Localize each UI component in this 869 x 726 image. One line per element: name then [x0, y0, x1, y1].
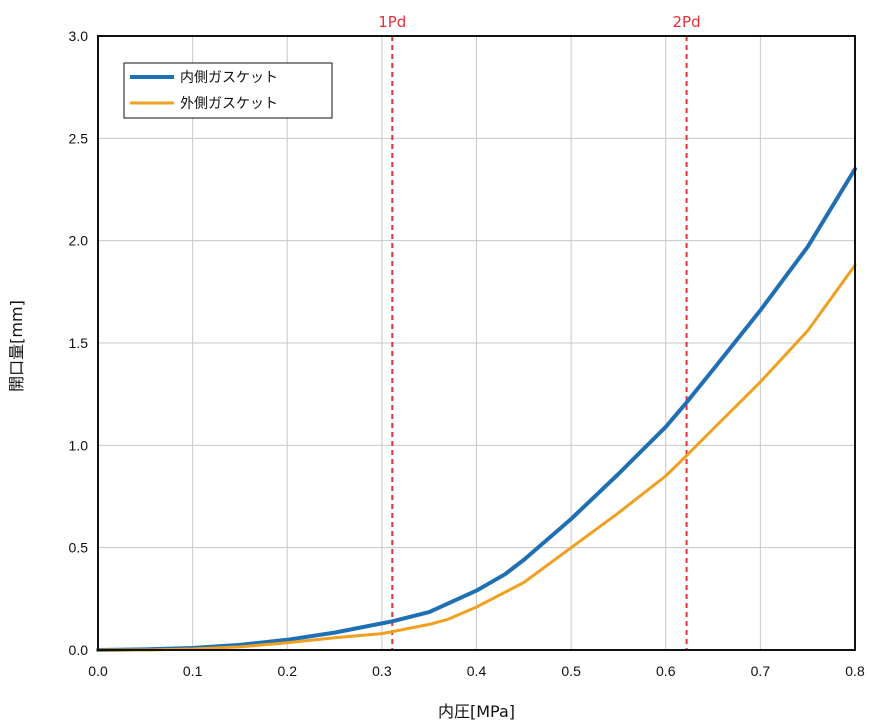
y-tick-label: 0.5	[69, 540, 89, 556]
x-tick-label: 0.2	[278, 663, 298, 679]
x-tick-label: 0.5	[561, 663, 581, 679]
y-tick-label: 0.0	[69, 642, 89, 658]
x-tick-labels: 0.0 0.1 0.2 0.3 0.4 0.5 0.6 0.7 0.8	[88, 663, 865, 679]
x-tick-label: 0.7	[751, 663, 771, 679]
series-line-inner-gasket	[96, 167, 857, 652]
reference-label-1pd: 1Pd	[378, 13, 406, 31]
plot-frame	[97, 35, 856, 651]
x-axis-title: 内圧[MPa]	[438, 702, 515, 721]
y-tick-label: 3.0	[69, 28, 89, 44]
y-tick-label: 2.0	[69, 233, 89, 249]
y-tick-labels: 0.0 0.5 1.0 1.5 2.0 2.5 3.0	[69, 28, 89, 658]
x-tick-label: 0.4	[467, 663, 487, 679]
legend-box	[123, 62, 333, 119]
x-tick-label: 0.6	[656, 663, 676, 679]
reference-label-2pd: 2Pd	[673, 13, 701, 31]
series-lines	[96, 167, 857, 652]
y-axis-title: 開口量[mm]	[7, 300, 26, 392]
y-tick-label: 1.0	[69, 437, 89, 453]
x-tick-label: 0.1	[183, 663, 203, 679]
legend-label: 外側ガスケット	[180, 96, 278, 112]
x-tick-label: 0.3	[372, 663, 392, 679]
legend-label: 内側ガスケット	[180, 70, 278, 86]
grid	[97, 35, 856, 651]
series-line-outer-gasket	[96, 263, 857, 652]
reference-lines: 1Pd 2Pd	[378, 13, 701, 650]
x-tick-label: 0.8	[845, 663, 865, 679]
y-tick-label: 1.5	[69, 335, 89, 351]
y-tick-label: 2.5	[69, 130, 89, 146]
x-tick-label: 0.0	[88, 663, 108, 679]
